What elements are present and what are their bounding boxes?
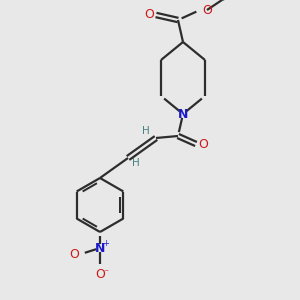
Text: O: O (69, 248, 79, 260)
Text: H: H (132, 158, 140, 168)
Text: O: O (198, 137, 208, 151)
Text: O: O (144, 8, 154, 22)
Text: +: + (103, 238, 110, 247)
Text: O: O (95, 268, 105, 281)
Text: ⁻: ⁻ (103, 268, 109, 278)
Text: O: O (202, 4, 212, 16)
Text: N: N (95, 242, 105, 254)
Text: H: H (142, 126, 150, 136)
Text: N: N (178, 107, 188, 121)
